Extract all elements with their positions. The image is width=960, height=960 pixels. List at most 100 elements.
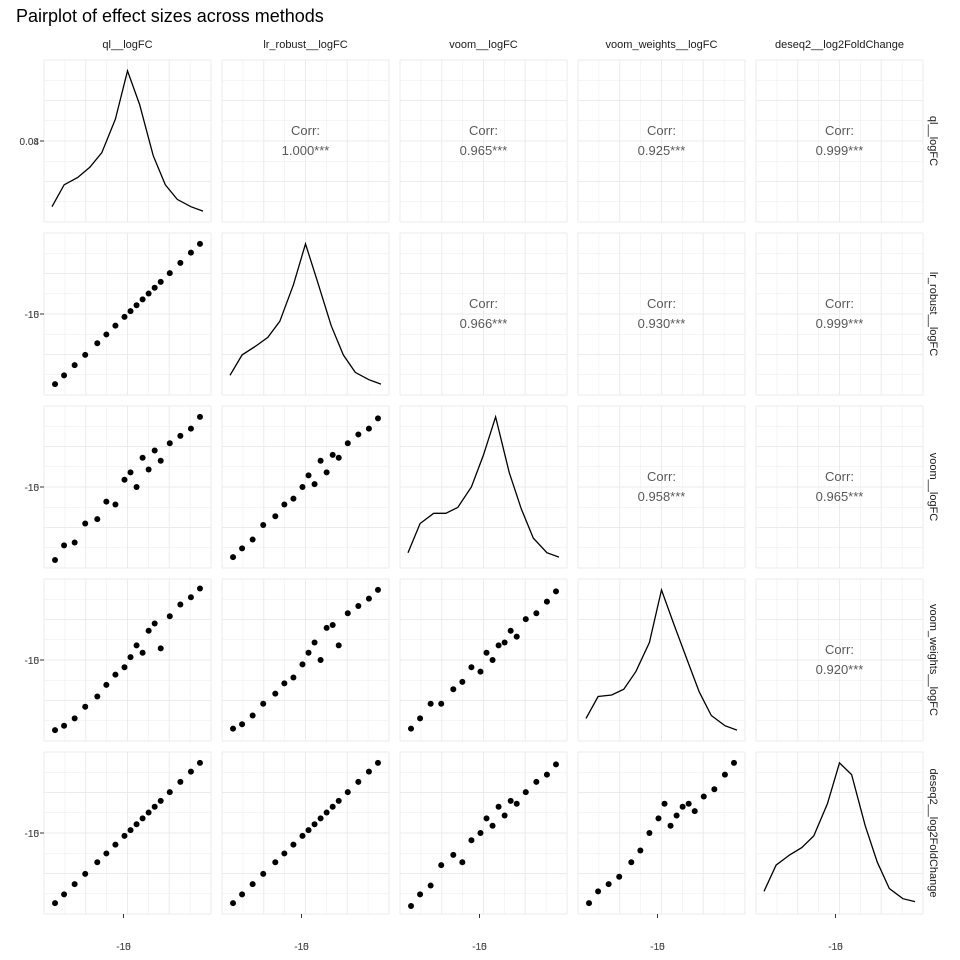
point [468,837,475,844]
point [501,639,508,646]
point [145,627,152,634]
point [103,498,110,505]
point [323,624,330,631]
corr-value: 0.958*** [638,489,686,504]
point [157,457,164,464]
point [459,678,466,685]
row-label: voom_weights__logFC [927,604,939,716]
point [344,440,351,447]
point [329,621,336,628]
point [272,690,279,697]
point [646,830,653,836]
point [71,881,78,888]
point [145,809,152,816]
point [365,768,372,775]
y-tick-label: -10 [25,656,40,667]
point [450,851,457,858]
corr-label: Corr: [825,296,854,311]
point [533,610,540,617]
point [317,815,324,822]
point [151,284,158,291]
x-tick-label: -10 [650,942,665,953]
point [507,797,514,804]
point [522,616,529,623]
density-curve [51,68,204,212]
point [61,722,68,729]
point [628,859,635,866]
point [495,642,502,649]
point [157,278,164,285]
point [501,812,508,819]
point [365,425,372,432]
point [335,642,342,649]
point [365,595,372,602]
point [305,649,312,656]
x-tick-label: -10 [828,942,843,953]
row-label: ql__logFC [927,116,939,166]
point [187,594,194,601]
point [166,613,173,620]
column-label: deseq2__log2FoldChange [775,39,904,51]
point [260,521,267,528]
point [700,793,707,800]
corr-label: Corr: [469,123,498,138]
point [489,822,496,829]
y-tick-label: -10 [25,310,40,321]
point [552,588,559,595]
column-label: lr_robust__logFC [263,39,347,51]
point [133,821,140,828]
point [82,351,89,358]
point [281,501,288,508]
point [177,432,184,439]
point [82,870,89,877]
column-label: voom__logFC [449,39,518,51]
point [94,340,101,347]
point [145,466,152,473]
point [533,778,540,785]
point [112,322,119,329]
point [685,800,692,807]
point [139,815,146,822]
point [260,870,267,877]
point [374,415,381,422]
point [673,812,680,819]
point [133,484,140,490]
point [127,827,134,834]
point [317,657,324,663]
point [82,703,89,710]
point [438,862,445,869]
point [52,557,59,563]
row-label: voom__logFC [927,453,939,522]
point [477,668,484,675]
point [311,821,318,828]
point [543,598,550,605]
point [417,891,424,898]
point [667,822,674,829]
point [151,620,158,627]
corr-label: Corr: [825,123,854,138]
point [355,602,362,609]
corr-label: Corr: [291,123,320,138]
point [196,413,203,420]
corr-value: 0.965*** [816,489,864,504]
point [239,721,246,728]
point [61,891,68,898]
point [61,372,68,379]
point [483,815,490,822]
point [323,469,330,476]
point [691,808,698,815]
point [133,302,140,309]
point [166,440,173,447]
point [187,768,194,775]
point [177,259,184,266]
y-tick-label: -10 [25,483,40,494]
point [290,495,297,502]
density-curve [229,241,382,385]
point [355,778,362,785]
point [355,431,362,438]
y-tick-label: -15 [25,656,40,667]
point [417,715,424,722]
point [196,240,203,247]
point [311,639,318,646]
point [552,761,559,768]
